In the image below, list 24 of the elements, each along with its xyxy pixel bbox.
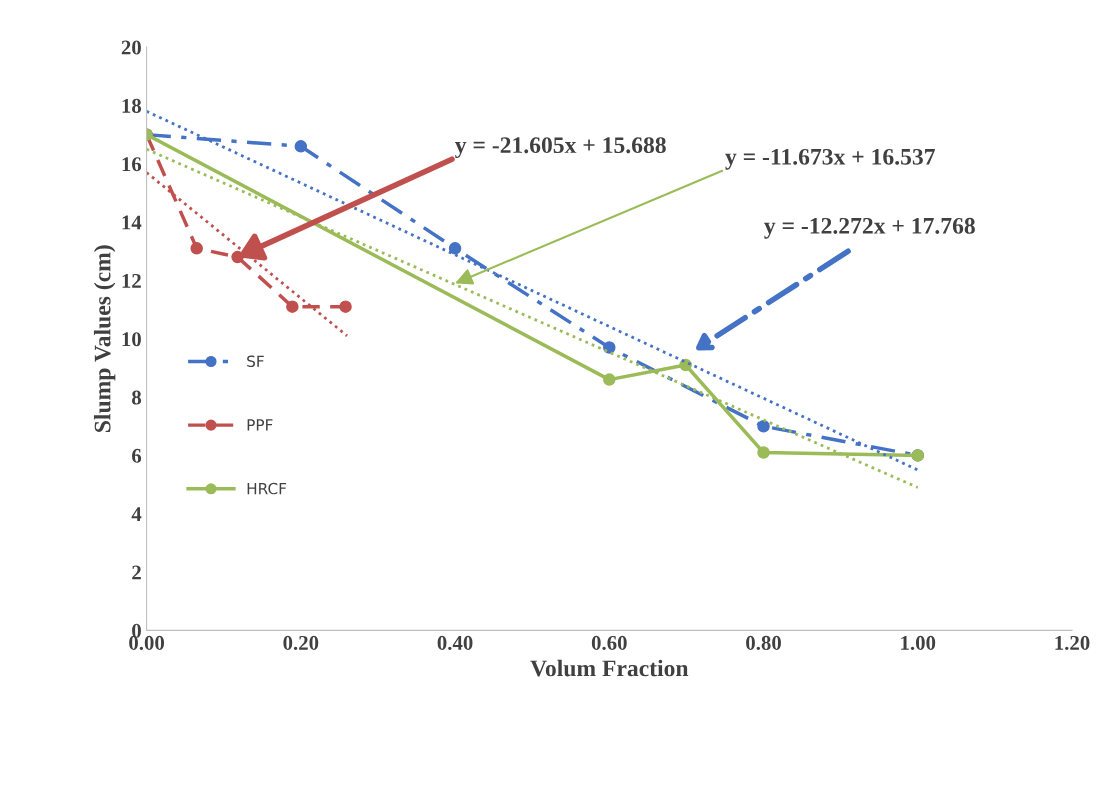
y-tick-label: 6 — [132, 448, 142, 463]
legend-label: PPF — [247, 419, 273, 431]
y-tick-label: 14 — [122, 215, 142, 230]
annotation: y = -12.272x + 17.768 — [764, 217, 975, 239]
y-axis-title: Slump Values (cm) — [93, 245, 116, 432]
x-tick-label: 0.40 — [437, 635, 473, 651]
y-tick-label: 4 — [131, 507, 142, 521]
y-tick-label: 18 — [122, 98, 142, 113]
legend-label: HRCF — [247, 482, 287, 495]
legend-label: SF — [247, 355, 264, 368]
x-axis-title: Volum Fraction — [530, 659, 689, 677]
y-tick-label: 12 — [122, 273, 141, 288]
y-tick-label: 16 — [122, 157, 142, 172]
y-tick-label: 20 — [121, 40, 141, 55]
y-tick-label: 8 — [132, 390, 142, 405]
x-tick-label: 0.60 — [591, 635, 627, 651]
x-tick-label: 0.20 — [283, 635, 319, 651]
x-tick-label: 1.00 — [901, 635, 936, 651]
y-tick-label: 2 — [132, 565, 141, 580]
annotation: y = -11.673x + 16.537 — [725, 148, 935, 170]
x-tick-label: 1.20 — [1055, 635, 1090, 651]
annotation: y = -21.605x + 15.688 — [454, 137, 666, 158]
x-tick-label: 0.80 — [746, 635, 781, 651]
y-tick-label: 10 — [122, 332, 141, 347]
